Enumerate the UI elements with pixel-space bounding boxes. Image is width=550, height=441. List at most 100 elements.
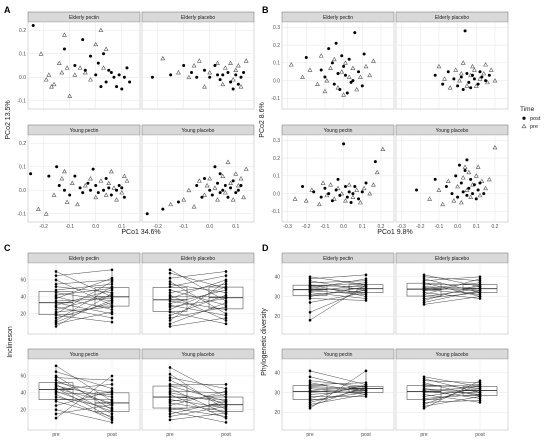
point-post [110,305,114,309]
point-post [364,297,368,300]
point-pre [62,32,67,37]
x-tick-label: pre [52,432,59,438]
paired-line [169,281,227,321]
point-pre [300,74,305,79]
point-post [110,393,114,396]
point-post [110,268,114,272]
point-post [364,387,368,390]
facet-title: Elderly pectin [323,15,353,21]
point-post [96,61,100,65]
point-pre [308,297,312,300]
point-post [239,75,243,79]
y-tick-label: 0.0 [273,78,280,84]
point-post [216,181,220,185]
facet-title: Elderly pectin [323,256,353,262]
point-post [112,75,116,79]
point-pre [124,178,130,183]
paired-line [309,384,367,399]
point-post [433,177,437,181]
point-pre [308,291,312,294]
point-post [301,184,305,188]
point-pre [54,308,58,311]
point-post [110,403,114,406]
point-post [242,71,246,75]
x-tick-label: -0.1 [179,224,188,230]
point-post [471,73,475,77]
point-post [55,165,59,169]
paired-line [55,384,113,390]
point-post [480,75,484,79]
point-post [465,193,469,197]
point-post [478,291,482,294]
point-post [221,188,225,192]
point-pre [331,196,337,201]
point-post [349,80,353,84]
point-post [110,383,114,386]
panel-letter: D [262,243,269,253]
point-post [176,200,180,204]
point-pre [361,185,367,191]
point-post [457,163,461,167]
point-pre [485,79,490,85]
facet-title: Elderly placebo [435,15,469,21]
point-pre [75,201,80,207]
point-pre [460,175,466,180]
point-pre [318,53,324,58]
point-pre [308,281,312,285]
facet-title: Young placebo [182,352,215,358]
point-pre [228,60,233,65]
x-tick-label: post [107,432,117,438]
paired-line [55,388,113,404]
point-post [342,142,346,146]
point-post [347,190,351,194]
point-post [347,57,351,61]
point-pre [168,401,172,405]
point-pre [422,375,426,379]
paired-line [169,407,227,417]
facet-strip: Young pectin [281,348,395,360]
paired-line [309,386,367,407]
point-post [224,415,228,418]
facet-strip: Young placebo [395,124,509,136]
point-post [224,291,228,294]
point-post [109,71,113,75]
point-post [338,87,342,91]
facet: Young placebo -0.3 -0.2 -0.1 0.0 0.1 0.2 [395,124,509,230]
point-pre [308,387,312,390]
point-post [304,56,308,60]
point-pre [54,412,58,416]
point-pre [371,58,376,63]
point-pre [309,187,315,192]
paired-line [423,394,481,403]
facet-strip: Elderly placebo [141,11,255,23]
point-post [454,174,458,178]
facet: Elderly placebo [141,252,255,335]
point-post [336,177,340,181]
y-tick-label: 0.1 [19,165,26,171]
point-post [224,274,228,277]
paired-line [55,286,113,293]
point-post [472,183,476,187]
plot-area [141,358,255,431]
y-tick-label: 0.0 [19,188,26,194]
paired-line [169,390,227,406]
paired-line [169,317,227,327]
point-post [94,184,98,188]
point-pre [422,291,426,294]
point-pre [470,63,475,69]
paired-line [169,302,227,325]
point-pre [308,393,312,396]
paired-line [169,271,227,279]
paired-line [169,412,227,421]
point-pre [455,183,461,189]
point-post [231,179,235,183]
point-post [478,281,482,285]
point-post [239,184,243,188]
point-post [332,82,336,86]
point-pre [422,407,426,410]
point-pre [168,415,172,418]
plot-area [141,262,255,335]
point-post [364,181,368,185]
